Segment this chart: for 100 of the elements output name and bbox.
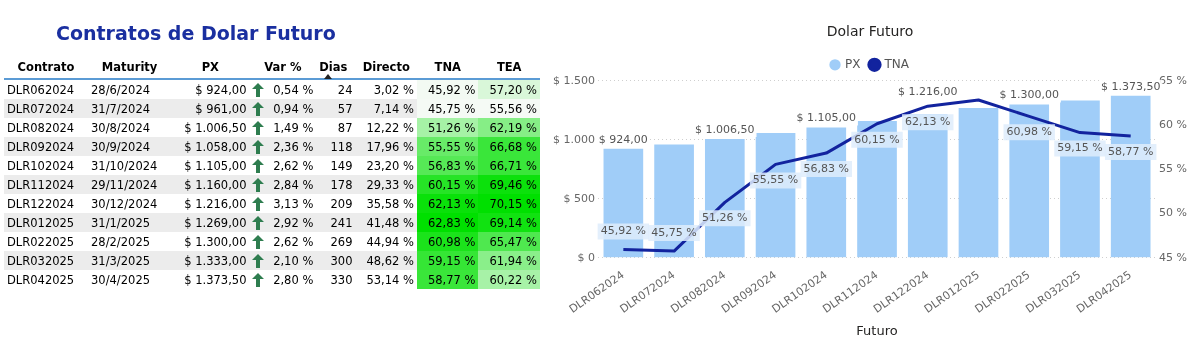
text: 87 [337,120,353,135]
y2-tick-label: 55 % [1159,162,1188,176]
text: 2,84 % [273,177,314,192]
data-label: 69,46 % [478,175,540,194]
x-tick-label: Maturity [88,58,172,79]
text: 2,92 % [273,215,314,230]
data-label: 60,22 % [478,270,540,289]
y2-tick-label: 65 % [1159,73,1188,87]
y2-tick-label: 45 % [1159,250,1188,264]
text: 3,13 % [273,196,314,211]
chart-title: Dolar Futuro [826,23,914,40]
text: 24 [337,82,353,97]
text: 31/7/2024 [91,101,151,116]
text: 2,62 % [273,234,314,249]
text: 30/8/2024 [91,120,151,135]
text: 12,22 % [366,120,414,135]
text: 23,20 % [366,158,414,173]
data-label: 60,98 % [1006,125,1052,139]
data-label: 45,92 % [416,79,479,99]
x-tick-label: TEA [478,58,540,79]
text: 31/1/2025 [91,215,151,230]
y-tick-label: $ 1.500 [552,73,595,87]
text: 1,49 % [273,120,314,135]
data-label: 62,83 % [416,213,479,232]
data-label: 66,71 % [478,156,540,175]
text: 30/12/2024 [91,196,158,211]
x-tick-label: Dias [316,58,356,79]
text: 0,94 % [273,101,314,116]
data-label: $ 924,00 [598,132,648,146]
x-tick-label: PX [171,58,250,79]
text: $ 1.300,00 [184,234,247,249]
text: 28/6/2024 [91,82,151,97]
text: 178 [330,177,353,192]
y-tick-label: DLR102024 [6,157,76,175]
data-label: 59,15 % [1057,141,1103,155]
data-label: 56,83 % [416,156,479,175]
text: 30/9/2024 [91,139,151,154]
data-label: 65,47 % [478,232,540,251]
y-tick-label: $ 1.000 [552,132,595,146]
text: 300 [330,253,353,268]
x-axis-title: Futuro [856,322,898,338]
y2-tick-label: 50 % [1159,206,1188,220]
text: 17,96 % [366,139,414,154]
data-label: 51,26 % [702,211,748,225]
data-label: 59,15 % [416,251,479,270]
data-label: 60,15 % [416,175,479,194]
data-label: 62,13 % [416,194,479,213]
data-label: 55,55 % [416,137,479,156]
text: 7,14 % [373,101,414,116]
text: $ 1.373,50 [184,272,247,287]
text: 35,58 % [366,196,414,211]
text: $ 1.160,00 [184,177,247,192]
x-tick-label: Var % [249,58,317,79]
text: 2,36 % [273,139,314,154]
text: $ 1.216,00 [184,196,247,211]
text: 118 [330,139,353,154]
y-tick-label: DLR092024 [4,137,89,156]
text: 28/2/2025 [91,234,151,249]
data-label: 60,98 % [416,232,479,251]
data-label: 62,13 % [905,115,951,129]
y-tick-label: DLR122024 [6,195,76,213]
text: 2,10 % [273,253,314,268]
text: 241 [330,215,353,230]
x-tick-label: Directo [355,58,417,79]
text: 3,02 % [373,82,414,97]
data-label: 57,20 % [478,79,540,99]
data-label: $ 1.300,00 [999,88,1059,102]
y-tick-label: DLR062024 [6,81,76,99]
y-tick-label: $ 500 [563,191,595,205]
text: 29/11/2024 [91,177,158,192]
data-label: 45,75 % [416,99,479,118]
data-label: 51,26 % [416,118,479,137]
data-label: $ 1.105,00 [796,111,857,125]
data-label: 60,15 % [854,132,900,146]
data-label: 58,77 % [416,270,479,289]
text: $ 1.105,00 [184,158,247,173]
text: 31/3/2025 [91,253,151,268]
y-tick-label: DLR032025 [4,251,89,270]
y-tick-label: $ 0 [577,250,595,264]
text: 57 [337,101,353,116]
text: $ 924,00 [195,82,247,97]
text: 41,48 % [366,215,414,230]
text: 29,33 % [366,177,414,192]
y-tick-label: DLR082024 [6,119,76,137]
text: $ 961,00 [195,101,247,116]
data-label: 55,55 % [752,173,799,187]
y-tick-label: DLR112024 [4,175,89,194]
text: 209 [330,196,353,211]
text: 269 [330,234,353,249]
data-label: 58,77 % [1107,144,1154,158]
text: 48,62 % [366,253,414,268]
y-axis-title: Contrato [4,58,89,79]
text: $ 1.006,50 [184,120,247,135]
text: 2,62 % [273,158,314,173]
text: 0,54 % [273,82,314,97]
data-label: 70,15 % [478,194,540,213]
text: 330 [330,272,353,287]
data-label: 45,92 % [600,224,647,238]
data-label: 62,19 % [478,118,540,137]
text: 149 [330,158,353,173]
